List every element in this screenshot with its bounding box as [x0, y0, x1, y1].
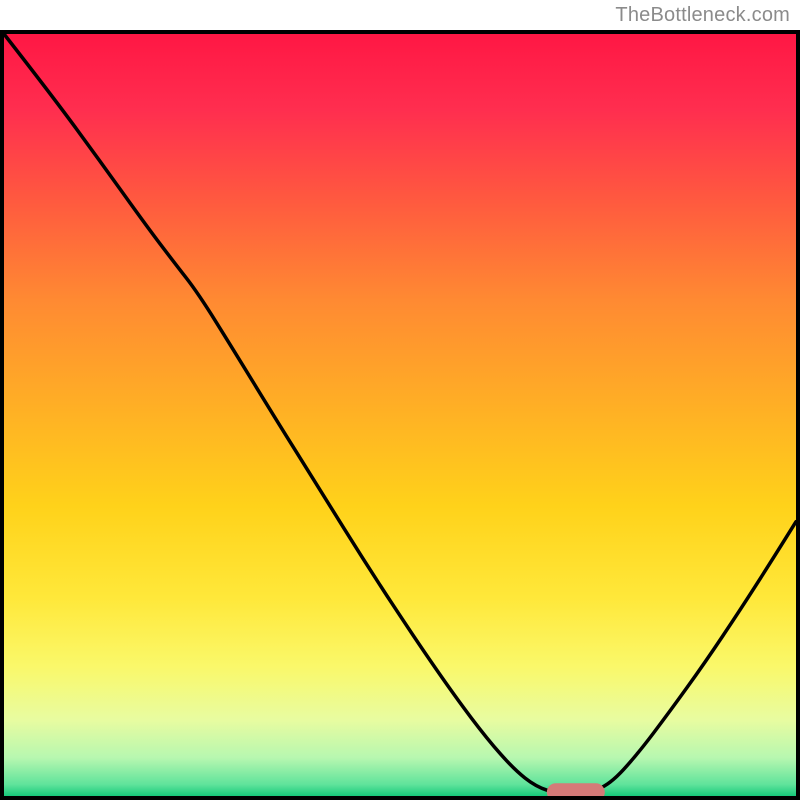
- bottleneck-chart: [0, 30, 800, 800]
- chart-svg: [0, 30, 800, 800]
- gradient-background: [4, 34, 796, 796]
- watermark-text: TheBottleneck.com: [615, 4, 790, 27]
